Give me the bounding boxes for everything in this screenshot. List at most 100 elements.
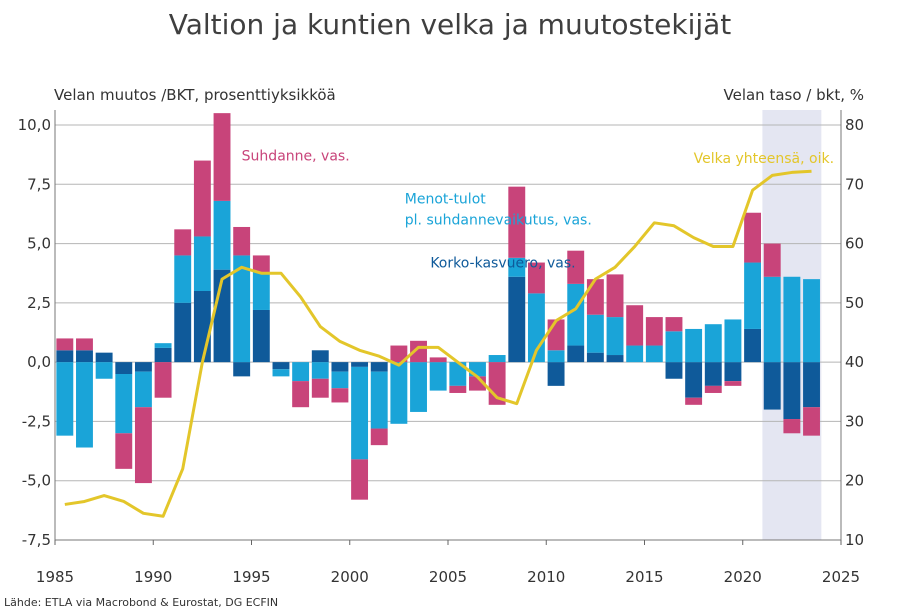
bar-primary-balance — [76, 362, 93, 448]
bar-cycle — [292, 381, 310, 408]
y-tick-label: -5,0 — [22, 472, 51, 490]
bar-cycle — [233, 226, 251, 256]
bar-cycle — [370, 428, 388, 446]
y2-tick-label: 20 — [845, 472, 864, 490]
bar-interest-growth — [783, 362, 801, 420]
bar-interest-growth — [606, 355, 624, 363]
bar-cycle — [331, 388, 349, 403]
bar-primary-balance — [508, 257, 526, 277]
y2-tick-label: 80 — [845, 116, 864, 134]
bar-cycle — [685, 397, 703, 405]
bar-primary-balance — [724, 319, 742, 363]
bar-primary-balance — [233, 255, 251, 363]
annotation-label: Korko-kasvuero, vas. — [430, 255, 575, 271]
bar-cycle — [783, 419, 801, 434]
bar-interest-growth — [331, 362, 349, 372]
bar-interest-growth — [233, 362, 251, 377]
bar-primary-balance — [56, 362, 74, 436]
bar-cycle — [213, 113, 231, 201]
bar-cycle — [724, 381, 742, 386]
bar-cycle — [803, 407, 820, 436]
x-tick-label: 1995 — [232, 568, 270, 586]
y2-tick-label: 70 — [845, 175, 864, 193]
bar-cycle — [547, 319, 565, 351]
bar-cycle — [311, 378, 329, 398]
bar-cycle — [429, 357, 447, 363]
bar-primary-balance — [586, 314, 604, 353]
bar-primary-balance — [449, 362, 467, 386]
source-note: Lähde: ETLA via Macrobond & Eurostat, DG… — [4, 596, 279, 609]
bar-primary-balance — [488, 355, 506, 363]
bar-primary-balance — [685, 328, 703, 363]
bar-primary-balance — [704, 324, 722, 363]
bar-cycle — [744, 212, 762, 263]
y2-tick-label: 60 — [845, 235, 864, 253]
bar-cycle — [449, 385, 467, 393]
bar-interest-growth — [76, 350, 93, 363]
x-tick-label: 2020 — [724, 568, 762, 586]
bar-cycle — [527, 262, 545, 294]
bar-primary-balance — [370, 371, 388, 429]
bar-interest-growth — [272, 362, 290, 370]
bar-cycle — [134, 407, 152, 484]
bar-interest-growth — [763, 362, 781, 410]
y2-tick-label: 10 — [845, 531, 864, 549]
x-tick-label: 2025 — [822, 568, 860, 586]
bar-cycle — [56, 338, 74, 351]
bar-interest-growth — [311, 350, 329, 363]
bar-primary-balance — [645, 345, 663, 363]
bar-primary-balance — [351, 366, 369, 460]
annotation-label: Menot-tulot — [405, 191, 486, 207]
bar-cycle — [567, 250, 585, 284]
bar-interest-growth — [744, 328, 762, 363]
bar-interest-growth — [704, 362, 722, 386]
bar-primary-balance — [606, 317, 624, 356]
bar-interest-growth — [724, 362, 742, 382]
bar-primary-balance — [429, 362, 447, 391]
bar-primary-balance — [193, 236, 211, 291]
bar-interest-growth — [252, 309, 270, 363]
annotation-label: Velka yhteensä, oik. — [694, 151, 834, 167]
chart-title: Valtion ja kuntien velka ja muutostekijä… — [168, 8, 732, 41]
x-tick-label: 1985 — [36, 568, 74, 586]
bar-cycle — [704, 385, 722, 393]
bar-interest-growth — [115, 362, 133, 374]
bar-primary-balance — [626, 345, 644, 363]
bar-interest-growth — [586, 352, 604, 363]
bar-primary-balance — [272, 369, 290, 377]
y-tick-label: 0,0 — [27, 353, 51, 371]
bar-primary-balance — [311, 362, 329, 379]
bar-interest-growth — [508, 276, 526, 363]
y-tick-label: -2,5 — [22, 412, 51, 430]
left-axis-title: Velan muutos /BKT, prosenttiyksikköä — [54, 86, 336, 104]
bar-primary-balance — [95, 362, 113, 379]
bar-cycle — [154, 362, 172, 398]
bar-primary-balance — [174, 255, 192, 303]
bar-interest-growth — [193, 291, 211, 363]
bar-cycle — [606, 274, 624, 318]
x-tick-label: 2010 — [527, 568, 565, 586]
bar-primary-balance — [390, 362, 408, 424]
bar-primary-balance — [783, 276, 801, 363]
bar-cycle — [626, 305, 644, 346]
bar-interest-growth — [134, 362, 152, 372]
bar-cycle — [390, 345, 408, 363]
y-tick-label: 5,0 — [27, 235, 51, 253]
bar-primary-balance — [410, 362, 427, 412]
bar-interest-growth — [174, 302, 192, 363]
bar-primary-balance — [134, 371, 152, 408]
y-tick-label: 7,5 — [27, 175, 51, 193]
bar-primary-balance — [567, 283, 585, 346]
bar-cycle — [193, 160, 211, 237]
bar-interest-growth — [351, 362, 369, 367]
bar-primary-balance — [154, 343, 172, 348]
bar-primary-balance — [665, 331, 683, 363]
bar-cycle — [174, 229, 192, 256]
bars — [56, 113, 820, 500]
y-tick-label: -7,5 — [22, 531, 51, 549]
bar-interest-growth — [154, 347, 172, 363]
bar-cycle — [665, 317, 683, 332]
bar-primary-balance — [803, 279, 820, 363]
x-tick-label: 2000 — [331, 568, 369, 586]
